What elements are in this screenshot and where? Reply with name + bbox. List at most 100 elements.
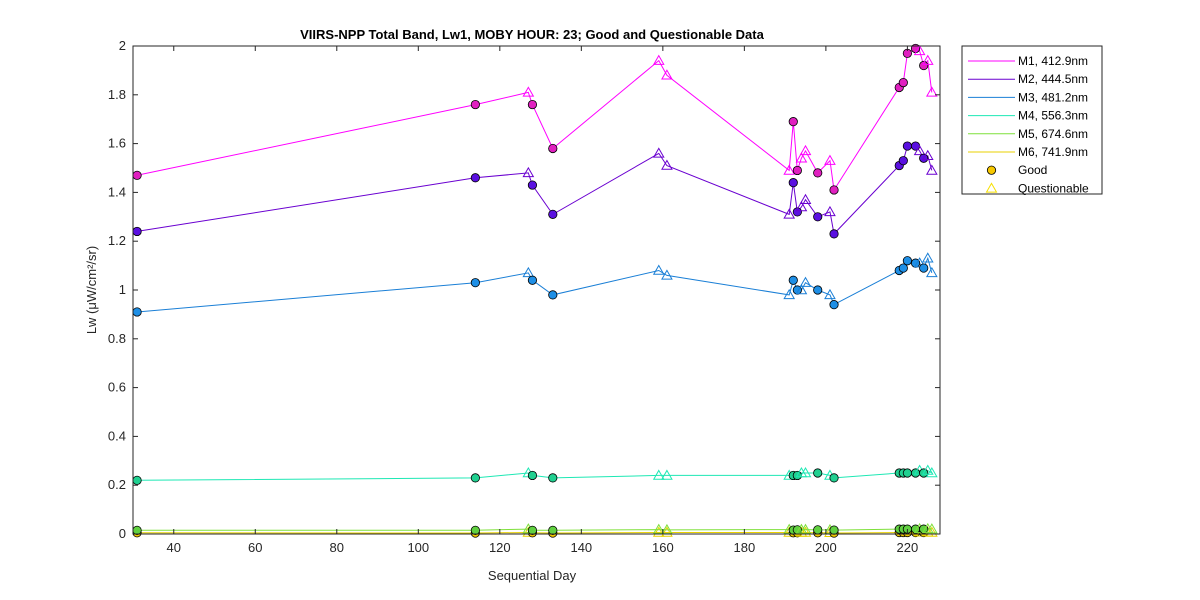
questionable-point [799,526,812,537]
x-tick-label: 180 [734,540,756,555]
good-point [548,209,558,219]
legend-entry-1: M1, 412.9nm [1018,54,1088,68]
questionable-point [799,193,812,204]
questionable-point [925,466,938,478]
series-3 [132,252,938,317]
questionable-point [652,54,665,65]
good-point [902,256,912,266]
questionable-point [824,288,836,300]
questionable-point [925,523,938,534]
questionable-point [795,152,808,163]
legend-entry-good: Good [1018,163,1047,177]
x-tick-label: 120 [489,540,511,555]
good-point [470,278,480,288]
questionable-point [921,252,934,263]
y-tick-label: 1.4 [108,184,126,199]
questionable-point [652,147,665,158]
good-point [829,525,839,535]
questionable-point [795,201,808,212]
questionable-point [522,166,535,178]
plot-background [133,46,940,534]
questionable-point [913,144,926,156]
questionable-point [824,205,836,217]
questionable-point [921,149,934,161]
good-point [898,263,908,273]
questionable-point [925,164,938,175]
questionable-point [652,264,665,275]
legend-good-marker [986,165,997,175]
good-point [829,185,839,195]
x-tick-label: 160 [652,540,674,555]
questionable-point [795,283,808,295]
good-point [792,165,802,176]
y-tick-label: 0.2 [108,477,126,492]
x-tick-label: 60 [248,540,262,555]
questionable-point [783,208,796,219]
good-point [470,173,480,183]
good-point [548,473,558,483]
questionable-point [522,266,535,278]
good-point [548,290,558,300]
legend-questionable-marker [985,182,998,193]
series-2 [132,141,938,239]
x-tick-label: 140 [570,540,592,555]
questionable-point [522,86,535,97]
good-point [902,141,912,151]
good-point [132,170,142,180]
good-point [788,275,798,285]
good-point [788,178,798,188]
good-point [813,212,823,222]
tick-layer: 40 60 80 100 120 140 160 180 200 220 0 0.2 0.4 0.6 0.8… [108,38,940,555]
questionable-point [783,164,796,175]
good-point [527,525,538,535]
y-axis-label: Lw (μW/cm²/sr) [84,246,99,334]
legend-entry-5: M5, 674.6nm [1018,127,1088,141]
y-tick-label: 1.8 [108,87,126,102]
good-point [470,99,480,110]
legend-entry-questionable: Questionable [1018,181,1089,195]
x-tick-label: 220 [897,540,919,555]
questionable-point [925,526,938,537]
good-point [470,525,480,535]
good-point [527,99,538,110]
y-tick-label: 1.6 [108,136,126,151]
good-point [548,525,558,535]
questionable-point [925,86,938,97]
legend-items: M1, 412.9nm M2, 444.5nm M3, 481.2nm M4, 556… [968,54,1089,195]
good-point [132,307,142,317]
x-tick-label: 80 [330,540,344,555]
series-5 [132,522,938,535]
good-point [829,229,839,239]
y-tick-label: 0.4 [108,428,126,443]
series-layer [132,43,938,538]
y-tick-label: 2 [119,38,126,53]
questionable-point [925,266,938,278]
y-tick-label: 0 [119,526,126,541]
good-point [527,180,538,190]
good-point [898,78,908,88]
plot-area: 40 60 80 100 120 140 160 180 200 220 0 0.2 0.4 0.6 0.8… [108,38,941,555]
questionable-point [652,526,665,537]
good-point [898,156,908,166]
chart-title: VIIRS-NPP Total Band, Lw1, MOBY HOUR: 23… [300,27,764,42]
x-axis-label: Sequential Day [488,568,577,583]
good-point [829,473,839,483]
x-tick-label: 40 [167,540,181,555]
good-point [813,525,823,535]
y-tick-label: 1.2 [108,233,126,248]
questionable-point [661,69,673,80]
good-point [902,468,912,478]
y-tick-label: 1 [119,282,126,297]
x-tick-label: 200 [815,540,837,555]
questionable-point [824,154,836,165]
legend-entry-4: M4, 556.3nm [1018,109,1088,123]
good-point [829,300,839,310]
good-point [813,285,823,295]
good-point [919,60,929,71]
questionable-point [799,523,812,534]
good-point [132,525,142,535]
good-point [470,473,480,483]
good-point [919,263,929,273]
legend: M1, 412.9nm M2, 444.5nm M3, 481.2nm M4, 556… [961,45,1103,195]
